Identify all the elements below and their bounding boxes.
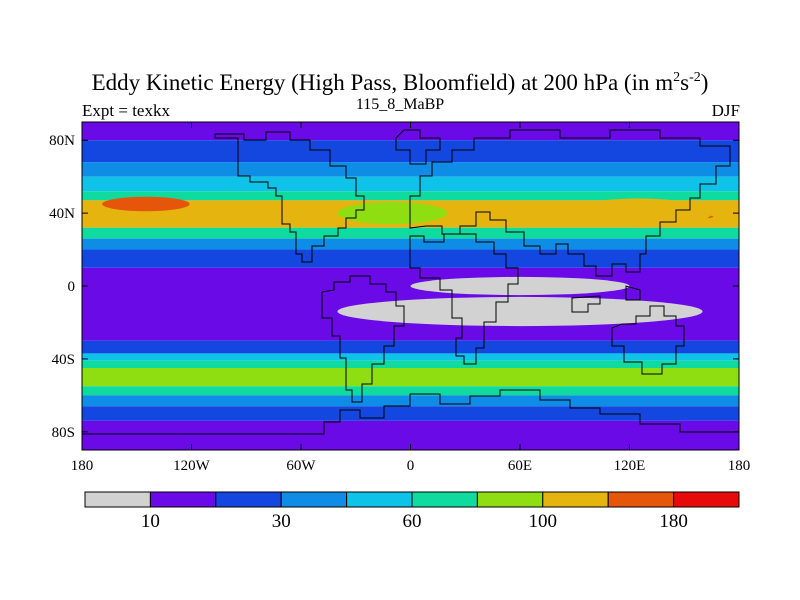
colorbar-label: 10 <box>141 511 160 532</box>
field-band <box>82 162 739 177</box>
colorbar: 10 30 60 100 180 <box>84 491 740 532</box>
map-axes: 180 120W 60W 0 60E 120E 180 80N 40N 0 40S 80S <box>49 122 750 474</box>
y-tick-label: 40N <box>49 206 75 222</box>
coastline-south-america <box>321 275 405 403</box>
field-blob <box>410 276 630 296</box>
colorbar-swatch <box>476 491 544 508</box>
field-band <box>82 386 739 396</box>
colorbar-label: 180 <box>659 511 688 532</box>
coastlines <box>82 129 739 435</box>
x-tick-label: 180 <box>728 458 751 474</box>
field-band <box>82 406 739 421</box>
experiment-label: Expt = texkx <box>82 101 170 120</box>
colorbar-label: 100 <box>529 511 558 532</box>
coastline-australia <box>611 305 685 375</box>
colorbar-swatch <box>673 491 740 508</box>
colorbar-swatch <box>149 491 217 508</box>
colorbar-label: 30 <box>272 511 291 532</box>
season-label: DJF <box>711 101 740 120</box>
y-tick-label: 0 <box>68 279 76 295</box>
x-tick-label: 60E <box>508 458 532 474</box>
x-tick-label: 180 <box>71 458 94 474</box>
y-tick-label: 80N <box>49 133 75 149</box>
colorbar-swatch <box>280 491 348 508</box>
x-tick-label: 0 <box>407 458 415 474</box>
field-blob <box>102 196 190 212</box>
field-blob <box>337 296 703 327</box>
coastline-eurasia <box>409 129 731 277</box>
colorbar-swatch <box>607 491 675 508</box>
field-blob <box>565 198 712 228</box>
colorbar-swatch <box>346 491 413 508</box>
coastline-africa <box>409 233 519 365</box>
colorbar-swatch <box>411 491 478 508</box>
colorbar-swatch <box>84 491 151 508</box>
colorbar-label: 60 <box>403 511 422 532</box>
x-tick-label: 60W <box>286 458 316 474</box>
coastline-north-america <box>214 131 365 263</box>
field-band <box>82 227 739 239</box>
field-band <box>82 360 739 368</box>
chart-title: Eddy Kinetic Energy (High Pass, Bloomfie… <box>91 70 709 95</box>
coastline-antarctica <box>82 389 739 435</box>
x-tick-label: 120E <box>614 458 646 474</box>
x-tick-label: 120W <box>173 458 211 474</box>
colorbar-swatch <box>542 491 609 508</box>
field-blob <box>337 202 447 225</box>
field-band <box>82 368 739 387</box>
field-band <box>82 122 739 141</box>
y-tick-label: 80S <box>52 425 75 441</box>
coastline-maritime <box>571 285 641 313</box>
field-band <box>82 340 739 354</box>
coastline-greenland <box>395 129 441 165</box>
field-band <box>82 353 739 361</box>
chart-subtitle: 115_8_MaBP <box>355 96 445 113</box>
field-band <box>82 176 739 192</box>
y-tick-label: 40S <box>52 352 75 368</box>
colorbar-swatch <box>215 491 282 508</box>
